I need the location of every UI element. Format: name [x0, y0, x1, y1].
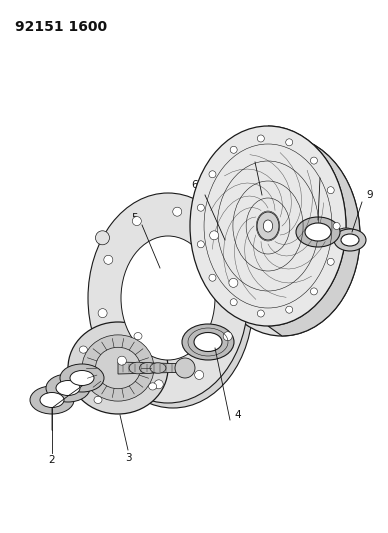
Ellipse shape: [95, 231, 109, 245]
Text: 92151 1600: 92151 1600: [15, 20, 107, 34]
Ellipse shape: [149, 383, 157, 390]
Ellipse shape: [341, 234, 359, 246]
Ellipse shape: [46, 374, 90, 402]
Ellipse shape: [230, 298, 237, 306]
Ellipse shape: [230, 146, 237, 154]
Ellipse shape: [257, 212, 279, 240]
Ellipse shape: [129, 362, 147, 374]
Ellipse shape: [286, 139, 293, 146]
Ellipse shape: [257, 310, 264, 317]
Ellipse shape: [296, 217, 340, 247]
Ellipse shape: [223, 332, 232, 341]
Ellipse shape: [154, 380, 163, 389]
Ellipse shape: [104, 255, 113, 264]
Ellipse shape: [98, 309, 107, 318]
Ellipse shape: [263, 220, 273, 232]
Ellipse shape: [82, 335, 154, 401]
Text: 4: 4: [235, 410, 241, 420]
Ellipse shape: [310, 288, 317, 295]
Ellipse shape: [333, 222, 340, 230]
Ellipse shape: [327, 259, 334, 265]
Ellipse shape: [173, 207, 182, 216]
Ellipse shape: [175, 358, 195, 378]
Ellipse shape: [70, 370, 94, 385]
Ellipse shape: [209, 171, 216, 178]
Ellipse shape: [30, 386, 74, 414]
Text: 7: 7: [245, 150, 251, 160]
Polygon shape: [268, 126, 360, 336]
Text: 5: 5: [132, 213, 138, 223]
Ellipse shape: [150, 363, 166, 373]
Ellipse shape: [121, 236, 215, 360]
Text: 8: 8: [324, 163, 330, 173]
Text: 3: 3: [125, 453, 131, 463]
Ellipse shape: [126, 241, 220, 365]
Ellipse shape: [257, 135, 264, 142]
Ellipse shape: [305, 223, 331, 241]
Ellipse shape: [204, 136, 360, 336]
Polygon shape: [118, 362, 183, 374]
Ellipse shape: [93, 198, 253, 408]
Ellipse shape: [60, 364, 104, 392]
Ellipse shape: [195, 370, 204, 379]
Ellipse shape: [182, 324, 234, 360]
Ellipse shape: [88, 193, 248, 403]
Ellipse shape: [132, 216, 141, 225]
Ellipse shape: [68, 322, 168, 414]
Ellipse shape: [310, 157, 317, 164]
Ellipse shape: [194, 333, 222, 351]
Ellipse shape: [94, 396, 102, 403]
Ellipse shape: [197, 204, 204, 211]
Ellipse shape: [80, 346, 87, 353]
Ellipse shape: [210, 231, 218, 240]
Text: 6: 6: [192, 180, 198, 190]
Text: 2: 2: [48, 455, 55, 465]
Ellipse shape: [40, 392, 64, 408]
Ellipse shape: [334, 228, 358, 244]
Ellipse shape: [229, 278, 238, 287]
Ellipse shape: [190, 126, 346, 326]
Ellipse shape: [286, 306, 293, 313]
Ellipse shape: [140, 362, 156, 374]
Ellipse shape: [95, 348, 140, 389]
Text: 9: 9: [367, 190, 373, 200]
Ellipse shape: [118, 356, 126, 365]
Ellipse shape: [56, 381, 80, 395]
Ellipse shape: [134, 333, 142, 340]
Ellipse shape: [327, 187, 334, 193]
Ellipse shape: [334, 229, 366, 251]
Ellipse shape: [197, 241, 204, 248]
Ellipse shape: [209, 274, 216, 281]
